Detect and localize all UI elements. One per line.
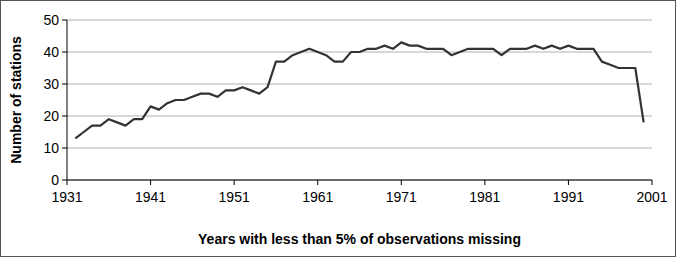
x-tick <box>67 180 68 185</box>
x-tick <box>401 180 402 185</box>
data-line <box>75 42 643 138</box>
y-axis <box>67 20 68 180</box>
y-tick <box>62 20 67 21</box>
x-tick-label: 1941 <box>135 189 166 205</box>
y-tick <box>62 180 67 181</box>
x-tick <box>652 180 653 185</box>
y-tick <box>62 116 67 117</box>
x-tick <box>484 180 485 185</box>
chart-svg: 0 10 20 30 40 50 1931 1941 1951 1961 1971 1981 1991 2… <box>0 0 676 257</box>
y-tick-label: 0 <box>51 172 59 188</box>
plot-area <box>75 42 643 138</box>
y-tick <box>62 52 67 53</box>
x-tick-label: 1931 <box>51 189 82 205</box>
x-axis-title: Years with less than 5% of observations … <box>198 231 521 247</box>
grid-line <box>67 20 652 21</box>
grid-line <box>67 84 652 85</box>
y-tick-label: 30 <box>43 76 59 92</box>
y-tick-label: 40 <box>43 44 59 60</box>
x-tick-label: 1951 <box>219 189 250 205</box>
y-tick <box>62 84 67 85</box>
y-tick-label: 10 <box>43 140 59 156</box>
y-tick-label: 50 <box>43 12 59 28</box>
x-tick-label: 1991 <box>553 189 584 205</box>
x-tick <box>150 180 151 185</box>
x-tick <box>234 180 235 185</box>
grid-line <box>67 148 652 149</box>
x-tick-label: 1971 <box>386 189 417 205</box>
chart-root: 0 10 20 30 40 50 1931 1941 1951 1961 1971 1981 1991 2… <box>0 0 676 257</box>
grid-line <box>67 180 652 181</box>
y-axis-title: Number of stations <box>8 36 24 164</box>
y-tick-label: 20 <box>43 108 59 124</box>
outer-border <box>1 1 676 257</box>
x-tick <box>568 180 569 185</box>
x-tick-label: 1961 <box>302 189 333 205</box>
x-tick-label: 2001 <box>636 189 667 205</box>
grid-line <box>67 116 652 117</box>
y-tick <box>62 148 67 149</box>
x-axis <box>67 180 652 181</box>
x-tick-label: 1981 <box>469 189 500 205</box>
x-tick <box>317 180 318 185</box>
